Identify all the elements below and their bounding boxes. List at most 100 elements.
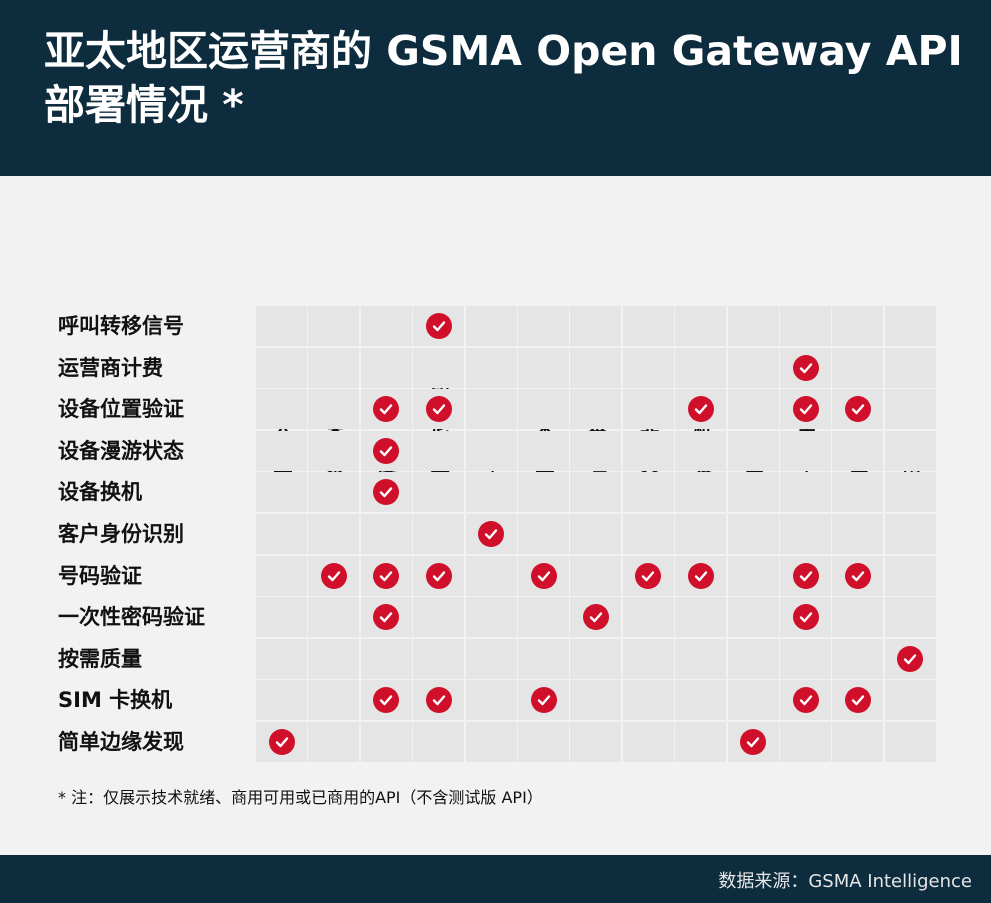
page-title: 亚太地区运营商的 GSMA Open Gateway API 部署情况 * xyxy=(44,27,963,129)
matrix-cell xyxy=(675,430,727,471)
row-label: 简单边缘发现 xyxy=(58,730,184,754)
source-note: 数据来源：GSMA Intelligence xyxy=(718,871,972,892)
matrix-cell xyxy=(884,430,936,471)
matrix-cell xyxy=(832,722,884,762)
matrix-cell xyxy=(727,514,779,554)
matrix-cell xyxy=(675,472,727,513)
check-mark-icon xyxy=(582,604,609,631)
matrix-cell xyxy=(256,597,307,638)
check-mark-icon xyxy=(792,396,819,423)
check-mark-icon xyxy=(478,521,505,547)
matrix-cell xyxy=(518,597,569,638)
matrix-cell xyxy=(413,430,465,471)
matrix-cell xyxy=(256,514,307,554)
matrix-cell xyxy=(780,347,831,388)
matrix-cell xyxy=(675,722,727,762)
matrix-cell xyxy=(308,389,360,430)
matrix-cell xyxy=(780,722,831,762)
matrix-cell xyxy=(675,389,727,430)
matrix-cell xyxy=(256,472,307,513)
matrix-cell xyxy=(622,389,674,430)
matrix-cell xyxy=(256,680,307,721)
matrix-cell xyxy=(360,472,412,513)
row-label: 呼叫转移信号 xyxy=(58,314,184,338)
row-label: 设备位置验证 xyxy=(58,397,184,422)
check-mark-icon xyxy=(373,687,400,714)
matrix-cell xyxy=(675,680,727,721)
matrix-cell xyxy=(518,638,569,679)
matrix-cell xyxy=(884,680,936,721)
matrix-cell xyxy=(622,472,674,513)
check-mark-icon xyxy=(792,562,819,589)
matrix-cell xyxy=(256,722,307,762)
check-mark-icon xyxy=(687,396,714,423)
matrix-cell xyxy=(570,722,622,762)
matrix-cell xyxy=(780,472,831,513)
matrix-cell xyxy=(884,389,936,430)
matrix-cell xyxy=(360,597,412,638)
matrix-cell xyxy=(622,722,674,762)
matrix-cell xyxy=(570,472,622,513)
matrix-cell xyxy=(622,638,674,679)
matrix-cell xyxy=(256,347,307,388)
matrix-cell xyxy=(832,347,884,388)
check-mark-icon xyxy=(635,562,662,589)
matrix-cell xyxy=(780,430,831,471)
matrix-cell xyxy=(675,638,727,679)
row-label: 设备漫游状态 xyxy=(58,438,184,463)
matrix-cell xyxy=(308,638,360,679)
matrix-cell xyxy=(570,430,622,471)
check-mark-icon xyxy=(373,437,400,464)
matrix-cell xyxy=(884,306,936,346)
matrix-cell xyxy=(308,514,360,554)
matrix-cell xyxy=(570,555,622,596)
matrix-cell xyxy=(465,722,517,762)
check-mark-icon xyxy=(425,562,452,589)
matrix-cell xyxy=(832,306,884,346)
matrix-cell xyxy=(465,514,517,554)
matrix-cell xyxy=(884,472,936,513)
matrix-cell xyxy=(570,638,622,679)
matrix-cell xyxy=(727,389,779,430)
matrix-cell xyxy=(780,638,831,679)
row-label: 号码验证 xyxy=(58,563,142,588)
matrix-cell xyxy=(518,347,569,388)
check-mark-icon xyxy=(844,562,871,589)
matrix-cell xyxy=(360,555,412,596)
matrix-cell xyxy=(570,680,622,721)
row-label: SIM 卡换机 xyxy=(58,688,173,713)
matrix-cell xyxy=(780,555,831,596)
matrix-cell xyxy=(727,430,779,471)
matrix-cell xyxy=(675,514,727,554)
row-label: 按需质量 xyxy=(58,646,142,671)
matrix-cell xyxy=(622,347,674,388)
matrix-cell xyxy=(465,597,517,638)
matrix-cell xyxy=(832,389,884,430)
matrix-cell xyxy=(413,514,465,554)
check-mark-icon xyxy=(373,604,400,631)
matrix-cell xyxy=(465,555,517,596)
check-mark-icon xyxy=(425,313,452,339)
header-banner: 亚太地区运营商的 GSMA Open Gateway API 部署情况 * xyxy=(0,0,991,176)
deployment-matrix: 澳大利亚柬埔寨印度印度尼西亚日本马来西亚巴基斯坦菲律宾新加坡韩国斯里兰卡泰国越南… xyxy=(0,176,991,776)
matrix-cell xyxy=(465,306,517,346)
check-mark-icon xyxy=(844,396,871,423)
check-mark-icon xyxy=(792,354,819,381)
matrix-cell xyxy=(518,472,569,513)
matrix-cell xyxy=(884,347,936,388)
check-mark-icon xyxy=(792,604,819,631)
matrix-cell xyxy=(675,597,727,638)
row-label: 客户身份识别 xyxy=(58,522,184,546)
matrix-cell xyxy=(413,347,465,388)
matrix-cell xyxy=(622,514,674,554)
check-mark-icon xyxy=(373,479,400,506)
check-mark-icon xyxy=(425,396,452,423)
matrix-cell xyxy=(884,638,936,679)
matrix-cell xyxy=(465,472,517,513)
matrix-cell xyxy=(518,722,569,762)
matrix-cell xyxy=(413,389,465,430)
matrix-cell xyxy=(518,680,569,721)
matrix-cell xyxy=(884,555,936,596)
matrix-cell xyxy=(518,306,569,346)
matrix-cell xyxy=(570,306,622,346)
